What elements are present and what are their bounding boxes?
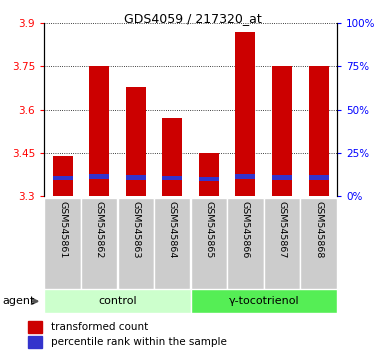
- Bar: [28, 336, 42, 348]
- Bar: [126, 175, 146, 180]
- Bar: [162, 176, 182, 180]
- Text: transformed count: transformed count: [50, 322, 148, 332]
- Bar: [81, 198, 117, 289]
- Bar: [308, 175, 329, 180]
- Bar: [52, 176, 73, 180]
- Bar: [44, 289, 191, 313]
- Bar: [126, 87, 146, 196]
- Text: GSM545864: GSM545864: [168, 201, 177, 258]
- Text: percentile rank within the sample: percentile rank within the sample: [50, 337, 226, 347]
- Text: GSM545865: GSM545865: [204, 201, 213, 258]
- Bar: [52, 156, 73, 196]
- Text: GSM545866: GSM545866: [241, 201, 250, 258]
- Text: GSM545862: GSM545862: [95, 201, 104, 258]
- Bar: [227, 198, 264, 289]
- Bar: [44, 198, 81, 289]
- Bar: [199, 153, 219, 196]
- Bar: [235, 32, 256, 196]
- Bar: [199, 177, 219, 181]
- Text: γ-tocotrienol: γ-tocotrienol: [228, 296, 299, 306]
- Bar: [191, 198, 227, 289]
- Text: agent: agent: [2, 296, 34, 306]
- Bar: [308, 67, 329, 196]
- Bar: [264, 198, 300, 289]
- Text: GSM545868: GSM545868: [314, 201, 323, 258]
- Text: GDS4059 / 217320_at: GDS4059 / 217320_at: [124, 12, 261, 25]
- Bar: [191, 289, 337, 313]
- Bar: [154, 198, 191, 289]
- Bar: [28, 321, 42, 333]
- Bar: [117, 198, 154, 289]
- Bar: [235, 175, 256, 179]
- Bar: [89, 175, 109, 179]
- Text: GSM545867: GSM545867: [278, 201, 286, 258]
- Bar: [89, 67, 109, 196]
- Bar: [162, 118, 182, 196]
- Text: GSM545863: GSM545863: [131, 201, 140, 258]
- Bar: [300, 198, 337, 289]
- Text: GSM545861: GSM545861: [58, 201, 67, 258]
- Text: control: control: [98, 296, 137, 306]
- Bar: [272, 67, 292, 196]
- Bar: [272, 175, 292, 180]
